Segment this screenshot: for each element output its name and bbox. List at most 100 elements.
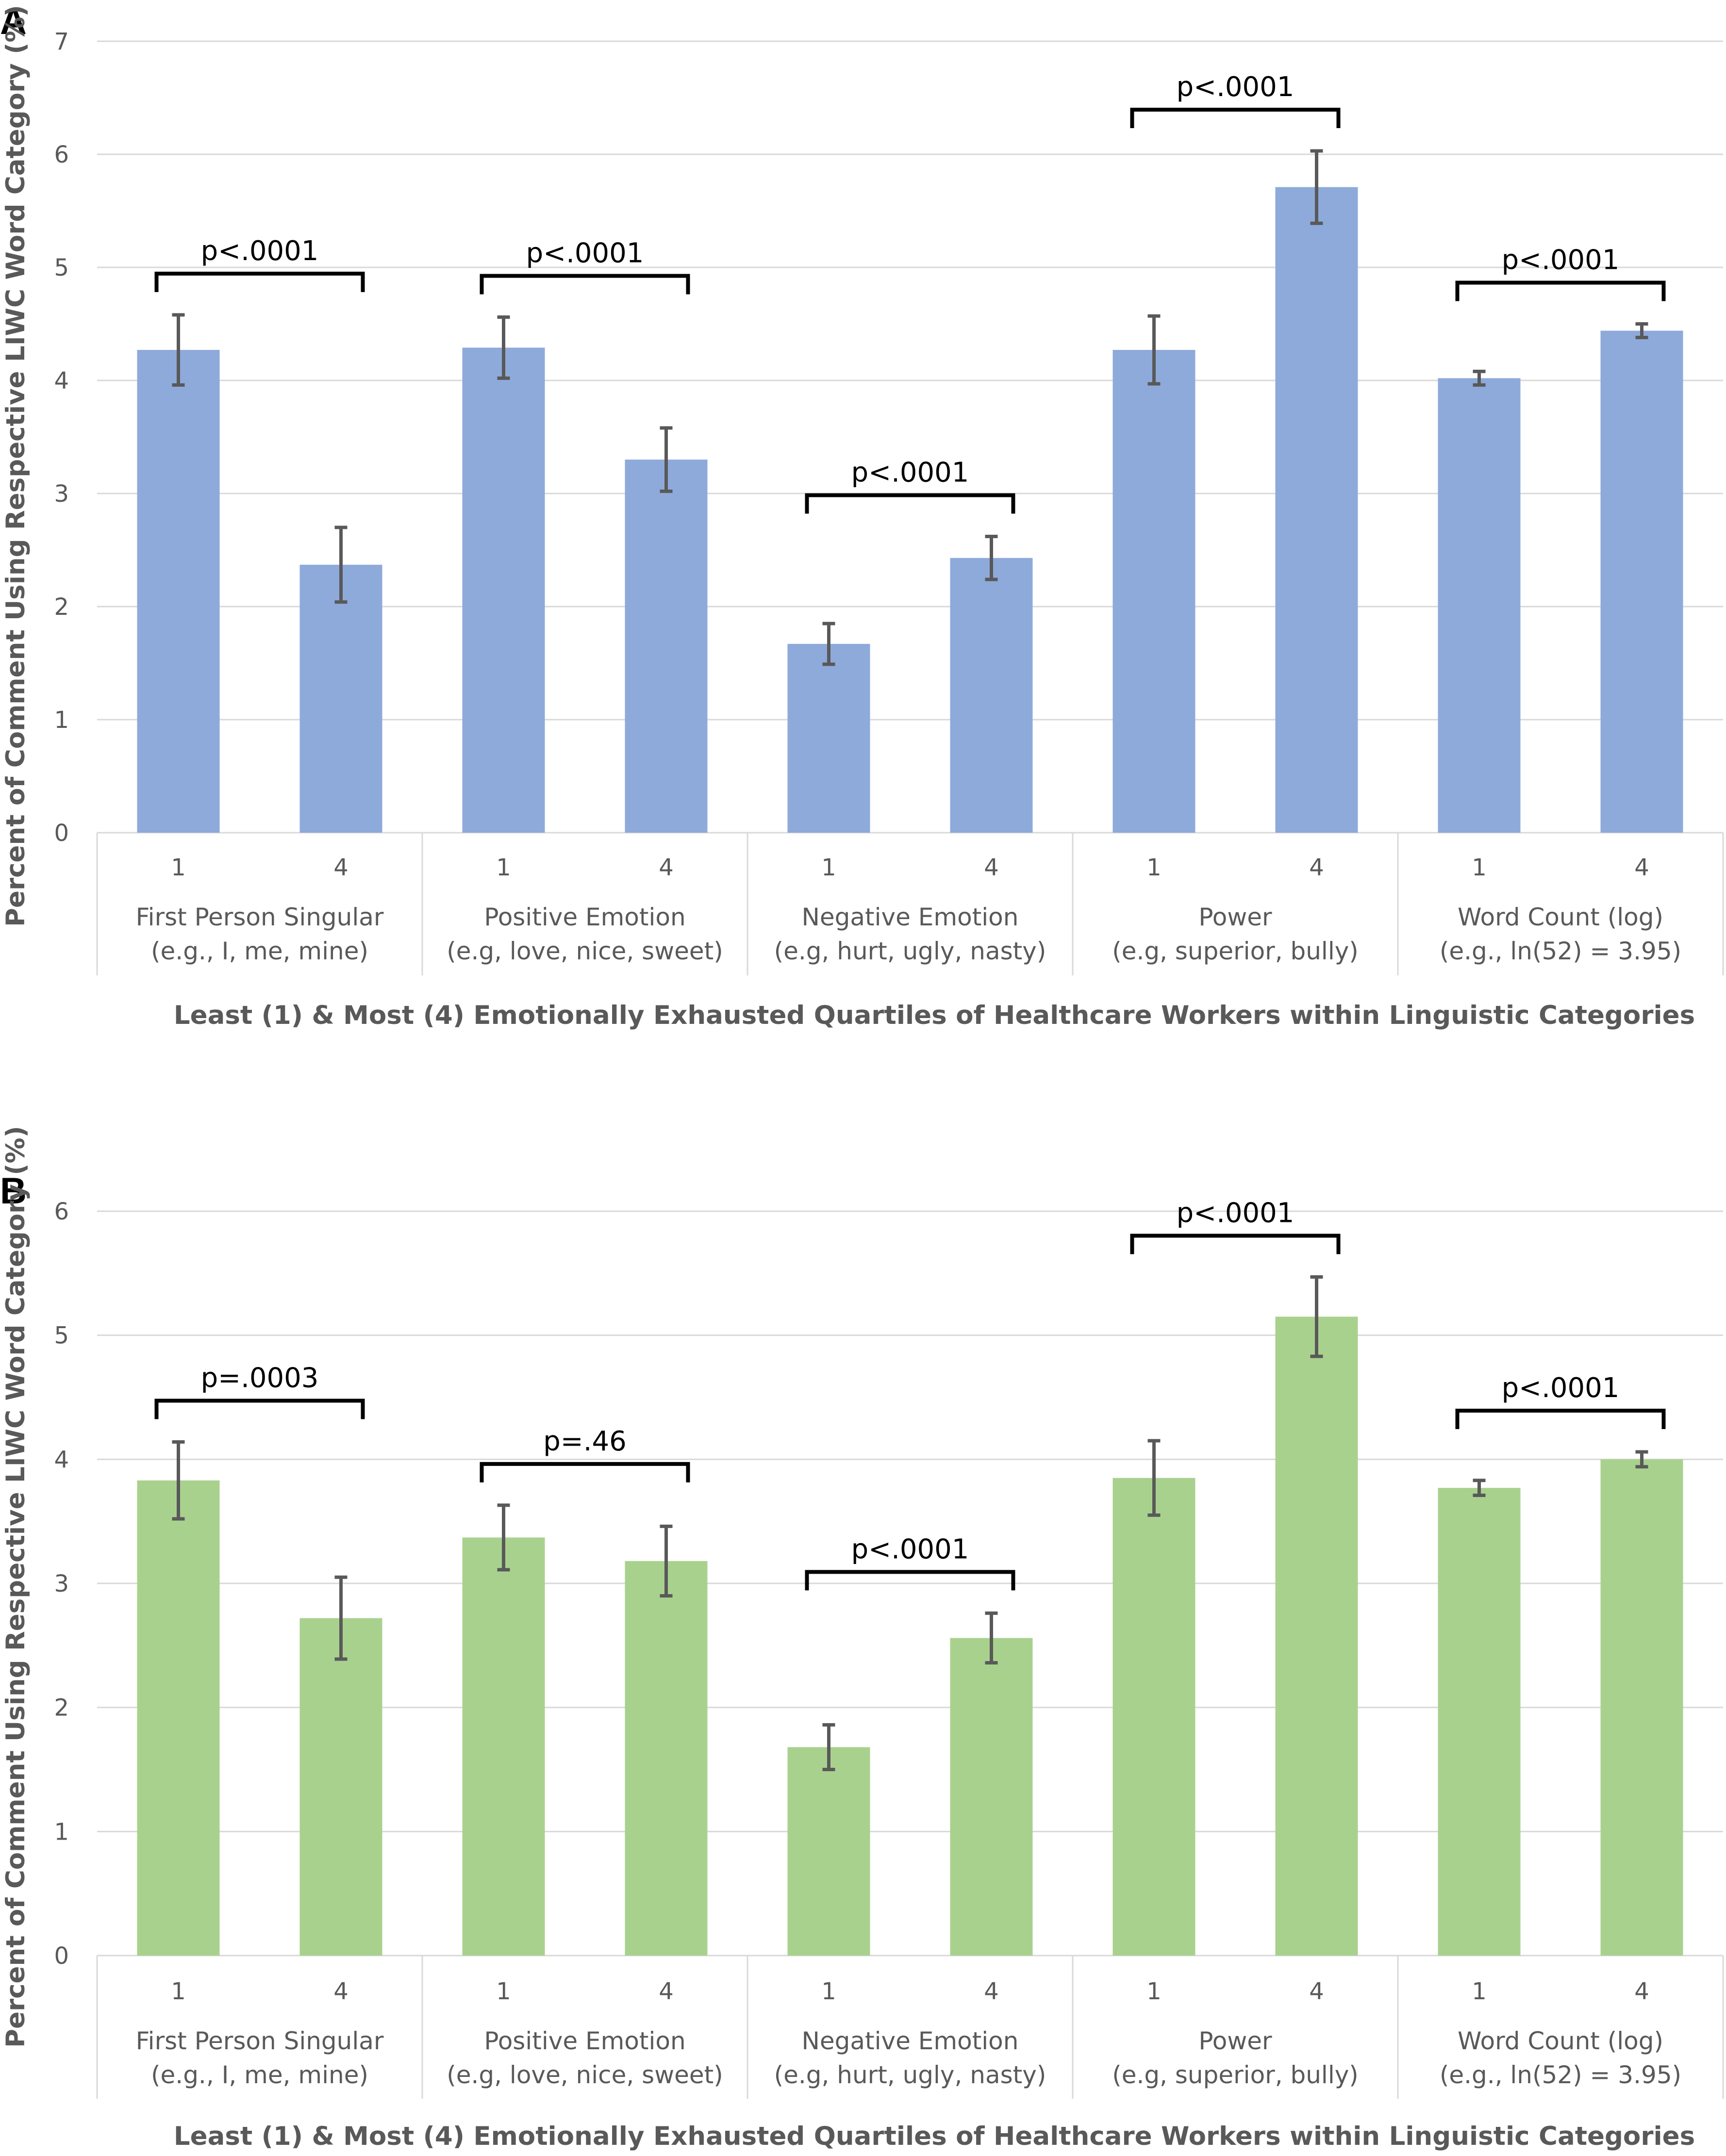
x-tick-label: 4: [659, 1978, 674, 2005]
bar: [1438, 1488, 1521, 1956]
bar: [1112, 1478, 1195, 1956]
bar: [625, 1561, 708, 1956]
y-axis-label: Percent of Comment Using Respective LIWC…: [1, 1126, 31, 2048]
category-name: Positive Emotion: [484, 903, 685, 931]
x-tick-label: 1: [1146, 854, 1162, 881]
bar: [625, 460, 708, 833]
bar: [1275, 187, 1358, 833]
p-value-label: p<.0001: [526, 238, 644, 269]
category-name: Positive Emotion: [484, 2027, 685, 2055]
significance-bracket: [805, 1570, 1015, 1591]
x-tick-label: 1: [1472, 1978, 1487, 2005]
category-name: Negative Emotion: [802, 2027, 1019, 2055]
x-tick-label: 1: [496, 854, 511, 881]
panel-label: A: [0, 1, 27, 42]
p-value-label: p=.46: [543, 1426, 627, 1457]
category-name: Word Count (log): [1458, 903, 1663, 931]
category-example: (e.g, love, nice, sweet): [447, 2061, 723, 2089]
significance-bracket: [480, 274, 690, 295]
category-name: Negative Emotion: [802, 903, 1019, 931]
x-tick-label: 1: [821, 854, 836, 881]
significance-bracket: [805, 493, 1015, 514]
x-tick-label: 4: [333, 854, 349, 881]
x-tick-label: 4: [984, 1978, 999, 2005]
y-tick-label: 4: [54, 1446, 69, 1473]
p-value-label: p<.0001: [1177, 71, 1294, 103]
bar: [1438, 378, 1521, 833]
category-name: Power: [1198, 2027, 1272, 2055]
significance-bracket: [1130, 108, 1341, 129]
y-tick-label: 2: [54, 1695, 69, 1722]
bar: [137, 350, 220, 833]
panel-label: B: [0, 1170, 27, 1212]
bar: [299, 564, 382, 833]
significance-bracket: [480, 1462, 690, 1482]
significance-bracket: [1455, 280, 1666, 301]
x-tick-label: 1: [171, 1978, 186, 2005]
bar: [137, 1480, 220, 1956]
x-tick-label: 1: [171, 854, 186, 881]
category-example: (e.g., ln(52) = 3.95): [1440, 937, 1681, 965]
significance-bracket: [1455, 1408, 1666, 1429]
y-tick-label: 3: [54, 1570, 69, 1597]
bar: [950, 558, 1033, 833]
y-tick-label: 1: [54, 707, 69, 734]
y-tick-label: 3: [54, 480, 69, 508]
p-value-label: p<.0001: [201, 235, 319, 267]
chart-panel-A: A 0 1 2 3 4 5 6 7 Percent of Comment Using Respec…: [0, 1, 1724, 1030]
y-tick-label: 1: [54, 1818, 69, 1845]
x-tick-label: 4: [1309, 1978, 1324, 2005]
y-tick-label: 7: [54, 28, 69, 55]
x-axis-label: Least (1) & Most (4) Emotionally Exhaust…: [174, 1001, 1695, 1030]
category-name: First Person Singular: [136, 2027, 384, 2055]
y-tick-label: 6: [54, 1198, 69, 1225]
chart-panel-B: B 0 1 2 3 4 5 6 Percent of Comment Using Respect…: [0, 1126, 1724, 2151]
bar: [787, 643, 870, 833]
category-example: (e.g, love, nice, sweet): [447, 937, 723, 965]
category-name: Word Count (log): [1458, 2027, 1663, 2055]
y-tick-label: 2: [54, 593, 69, 621]
significance-bracket: [154, 1399, 365, 1419]
y-tick-label: 4: [54, 367, 69, 395]
y-tick-label: 6: [54, 141, 69, 168]
category-example: (e.g, hurt, ugly, nasty): [774, 937, 1046, 965]
x-tick-label: 1: [1146, 1978, 1162, 2005]
x-axis-label: Least (1) & Most (4) Emotionally Exhaust…: [174, 2122, 1695, 2151]
p-value-label: p<.0001: [1502, 1372, 1620, 1404]
bar: [462, 1537, 545, 1956]
p-value-label: p<.0001: [1502, 245, 1620, 276]
bar: [1275, 1317, 1358, 1956]
x-tick-label: 4: [1309, 854, 1324, 881]
significance-bracket: [1130, 1234, 1341, 1254]
x-tick-label: 4: [659, 854, 674, 881]
significance-bracket: [154, 271, 365, 292]
y-tick-label: 0: [54, 820, 69, 847]
bar: [299, 1618, 382, 1956]
x-tick-label: 4: [333, 1978, 349, 2005]
x-tick-label: 1: [821, 1978, 836, 2005]
bar: [1112, 350, 1195, 833]
y-axis-label: Percent of Comment Using Respective LIWC…: [1, 5, 31, 927]
category-name: First Person Singular: [136, 903, 384, 931]
x-tick-label: 4: [984, 854, 999, 881]
bar: [787, 1747, 870, 1956]
x-tick-label: 1: [496, 1978, 511, 2005]
category-example: (e.g, superior, bully): [1112, 937, 1359, 965]
p-value-label: p<.0001: [1177, 1198, 1294, 1229]
category-example: (e.g, hurt, ugly, nasty): [774, 2061, 1046, 2089]
p-value-label: p<.0001: [851, 457, 969, 489]
bar: [1600, 1459, 1683, 1956]
y-tick-label: 5: [54, 254, 69, 281]
bar: [950, 1638, 1033, 1956]
y-tick-label: 5: [54, 1322, 69, 1350]
y-tick-label: 0: [54, 1942, 69, 1970]
p-value-label: p<.0001: [851, 1533, 969, 1565]
bar: [1600, 330, 1683, 833]
x-tick-label: 4: [1634, 1978, 1649, 2005]
category-example: (e.g., I, me, mine): [151, 2061, 368, 2089]
category-example: (e.g., ln(52) = 3.95): [1440, 2061, 1681, 2089]
x-tick-label: 4: [1634, 854, 1649, 881]
category-example: (e.g, superior, bully): [1112, 2061, 1359, 2089]
x-tick-label: 1: [1472, 854, 1487, 881]
